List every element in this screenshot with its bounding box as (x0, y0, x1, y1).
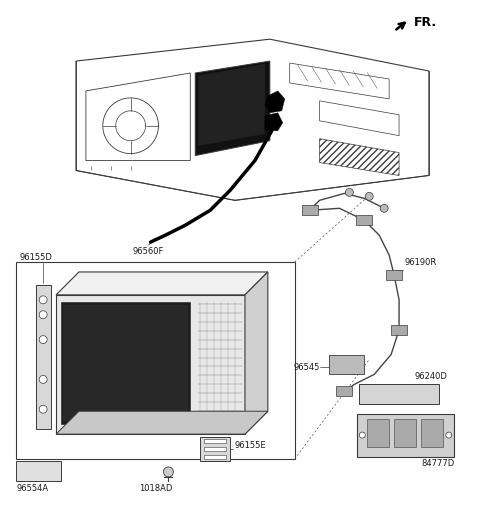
Polygon shape (265, 91, 285, 113)
Circle shape (164, 467, 173, 477)
Text: 96155D: 96155D (19, 253, 52, 262)
Polygon shape (16, 262, 295, 459)
Text: 96554A: 96554A (16, 484, 48, 493)
Bar (356, 215, 372, 225)
Polygon shape (357, 414, 454, 457)
Polygon shape (360, 385, 439, 404)
Polygon shape (195, 61, 270, 156)
Circle shape (39, 311, 47, 318)
Circle shape (346, 188, 353, 196)
Circle shape (39, 335, 47, 343)
Text: FR.: FR. (414, 16, 437, 29)
Polygon shape (61, 302, 190, 424)
Circle shape (446, 432, 452, 438)
Text: 96545: 96545 (293, 363, 320, 372)
Circle shape (380, 204, 388, 212)
Polygon shape (36, 285, 51, 429)
Bar (386, 270, 402, 280)
Polygon shape (329, 354, 364, 375)
Polygon shape (320, 139, 399, 176)
Polygon shape (56, 411, 268, 434)
Text: 96560F: 96560F (133, 247, 164, 256)
Circle shape (39, 376, 47, 384)
Polygon shape (16, 461, 61, 481)
Circle shape (39, 296, 47, 304)
Bar (394, 419, 416, 447)
Text: 84777D: 84777D (421, 459, 454, 468)
Circle shape (365, 193, 373, 200)
Text: 96155E: 96155E (234, 441, 265, 450)
Polygon shape (76, 39, 429, 200)
Polygon shape (56, 272, 268, 295)
Circle shape (360, 432, 365, 438)
Text: 1018AD: 1018AD (139, 484, 172, 493)
Bar (204, 455, 226, 459)
Bar (204, 439, 226, 443)
Polygon shape (290, 63, 389, 99)
Bar (421, 419, 443, 447)
Polygon shape (198, 64, 265, 145)
Polygon shape (86, 73, 190, 160)
Polygon shape (200, 437, 230, 461)
Bar (367, 419, 389, 447)
Polygon shape (265, 113, 283, 131)
Bar (391, 325, 407, 335)
Polygon shape (320, 101, 399, 135)
Polygon shape (245, 272, 268, 434)
Text: 96190R: 96190R (404, 258, 436, 267)
Bar (204, 447, 226, 451)
Bar (336, 386, 352, 396)
Polygon shape (63, 305, 188, 421)
Bar (301, 205, 318, 215)
Text: 96240D: 96240D (415, 372, 448, 381)
Circle shape (39, 405, 47, 413)
Polygon shape (56, 295, 245, 434)
